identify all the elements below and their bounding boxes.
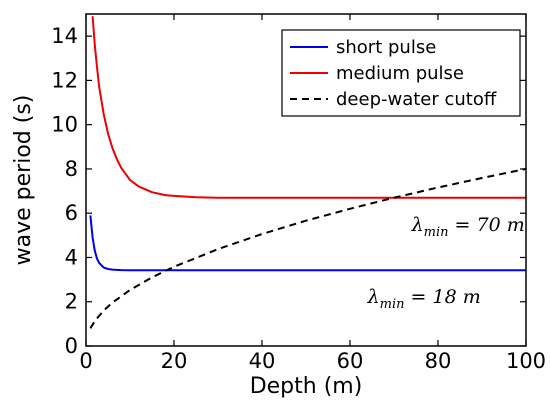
x-tick-label: 80: [425, 349, 452, 373]
x-tick-label: 100: [506, 349, 546, 373]
y-tick-label: 12: [51, 68, 78, 92]
annotation-0: λmin = 70 m: [411, 214, 525, 240]
y-tick-label: 2: [65, 290, 78, 314]
legend-label-0: short pulse: [336, 37, 436, 58]
y-tick-label: 8: [65, 157, 78, 181]
x-axis-label: Depth (m): [250, 374, 363, 399]
x-tick-label: 0: [79, 349, 92, 373]
legend-items: short pulse medium pulse deep-water cutoff: [290, 37, 497, 110]
legend: short pulse medium pulse deep-water cutoff: [281, 29, 521, 117]
y-tick-label: 10: [51, 113, 78, 137]
series-line-2: [89, 167, 526, 329]
x-tick-label: 40: [249, 349, 276, 373]
y-axis-label: wave period (s): [11, 95, 36, 266]
y-tick-label: 14: [51, 24, 78, 48]
y-tick-label: 0: [65, 334, 78, 358]
plot-lines: [89, 16, 526, 329]
x-tick-label: 20: [161, 349, 188, 373]
annotation-1: λmin = 18 m: [367, 286, 481, 312]
series-line-0: [89, 215, 526, 272]
legend-label-1: medium pulse: [336, 63, 464, 84]
axis-ticks: 0 20 40 60 80 100 0 2 4 6 8 10 12 14: [51, 14, 546, 373]
x-tick-label: 60: [337, 349, 364, 373]
series-line-1: [91, 16, 526, 199]
annotations: λmin = 70 m λmin = 18 m: [367, 214, 525, 312]
y-tick-label: 6: [65, 201, 78, 225]
legend-label-2: deep-water cutoff: [336, 89, 497, 110]
plot-frame: [85, 13, 527, 347]
y-tick-label: 4: [65, 245, 78, 269]
